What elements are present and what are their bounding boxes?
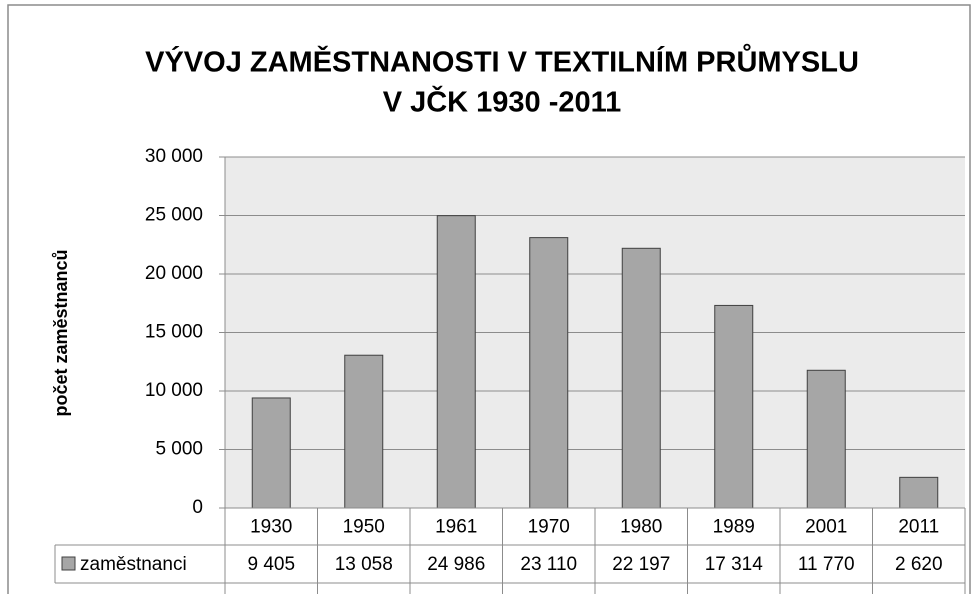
y-tick-label: 30 000	[145, 146, 203, 167]
value-label: 2 620	[895, 554, 943, 575]
value-label: 13 058	[335, 554, 393, 575]
legend-swatch	[61, 556, 76, 571]
x-tick-label: 1989	[713, 517, 755, 538]
chart-title: V JČK 1930 -2011	[383, 85, 622, 119]
y-tick-label: 25 000	[145, 205, 203, 226]
y-tick-label: 5 000	[155, 439, 203, 460]
value-label: 17 314	[705, 554, 764, 575]
x-tick-label: 2011	[898, 517, 939, 538]
x-tick-label: 1961	[435, 517, 477, 538]
bar	[806, 369, 846, 509]
bar	[529, 237, 569, 509]
bar	[251, 397, 291, 509]
y-tick-label: 0	[192, 497, 203, 518]
y-tick-label: 10 000	[145, 380, 203, 401]
value-label: 23 110	[520, 554, 577, 575]
value-label: 11 770	[798, 554, 855, 575]
x-tick-label: 1980	[620, 517, 662, 538]
bar	[899, 476, 939, 509]
y-tick-label: 20 000	[145, 263, 203, 284]
x-tick-label: 1970	[528, 517, 570, 538]
bar	[714, 304, 754, 509]
bar	[436, 215, 476, 509]
y-tick-label: 15 000	[145, 322, 203, 343]
chart-title: VÝVOJ ZAMĚSTNANOSTI V TEXTILNÍM PRŮMYSLU	[145, 43, 859, 79]
bar	[344, 354, 384, 509]
x-tick-label: 1950	[343, 517, 385, 538]
x-tick-label: 1930	[250, 517, 292, 538]
value-label: 9 405	[247, 554, 295, 575]
y-axis-label: počet zaměstnanců	[51, 249, 71, 416]
x-tick-label: 2001	[805, 517, 847, 538]
value-label: 24 986	[427, 554, 485, 575]
bar	[621, 247, 661, 509]
value-label: 22 197	[612, 554, 670, 575]
legend-label: zaměstnanci	[80, 554, 187, 575]
